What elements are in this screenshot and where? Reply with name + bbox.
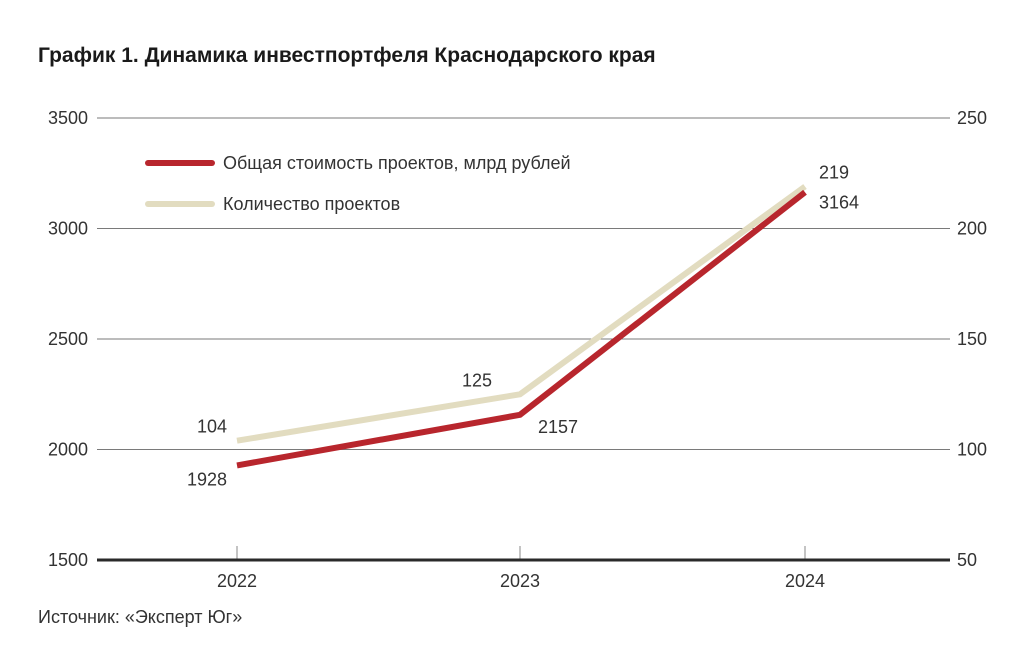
data-label: 219: [819, 163, 849, 183]
y-left-tick-label: 3500: [48, 108, 88, 128]
x-tick-label: 2022: [217, 571, 257, 591]
series-line-1: [236, 184, 807, 444]
data-label: 3164: [819, 192, 859, 212]
y-left-tick-label: 2000: [48, 440, 88, 460]
legend-label: Количество проектов: [223, 194, 400, 214]
y-right-tick-label: 100: [957, 440, 987, 460]
y-right-tick-label: 50: [957, 550, 977, 570]
x-tick-label: 2024: [785, 571, 825, 591]
y-right-tick-label: 200: [957, 219, 987, 239]
data-label: 125: [462, 370, 492, 390]
data-label: 104: [197, 417, 227, 437]
y-left-tick-label: 2500: [48, 329, 88, 349]
y-left-tick-label: 3000: [48, 219, 88, 239]
chart-title: График 1. Динамика инвестпортфеля Красно…: [38, 44, 656, 67]
series-line-0: [236, 189, 807, 469]
y-right-tick-label: 250: [957, 108, 987, 128]
data-label: 2157: [538, 417, 578, 437]
legend-label: Общая стоимость проектов, млрд рублей: [223, 153, 571, 173]
data-label: 1928: [187, 469, 227, 489]
x-tick-label: 2023: [500, 571, 540, 591]
chart-source: Источник: «Эксперт Юг»: [38, 607, 243, 627]
y-left-tick-label: 1500: [48, 550, 88, 570]
y-right-tick-label: 150: [957, 329, 987, 349]
